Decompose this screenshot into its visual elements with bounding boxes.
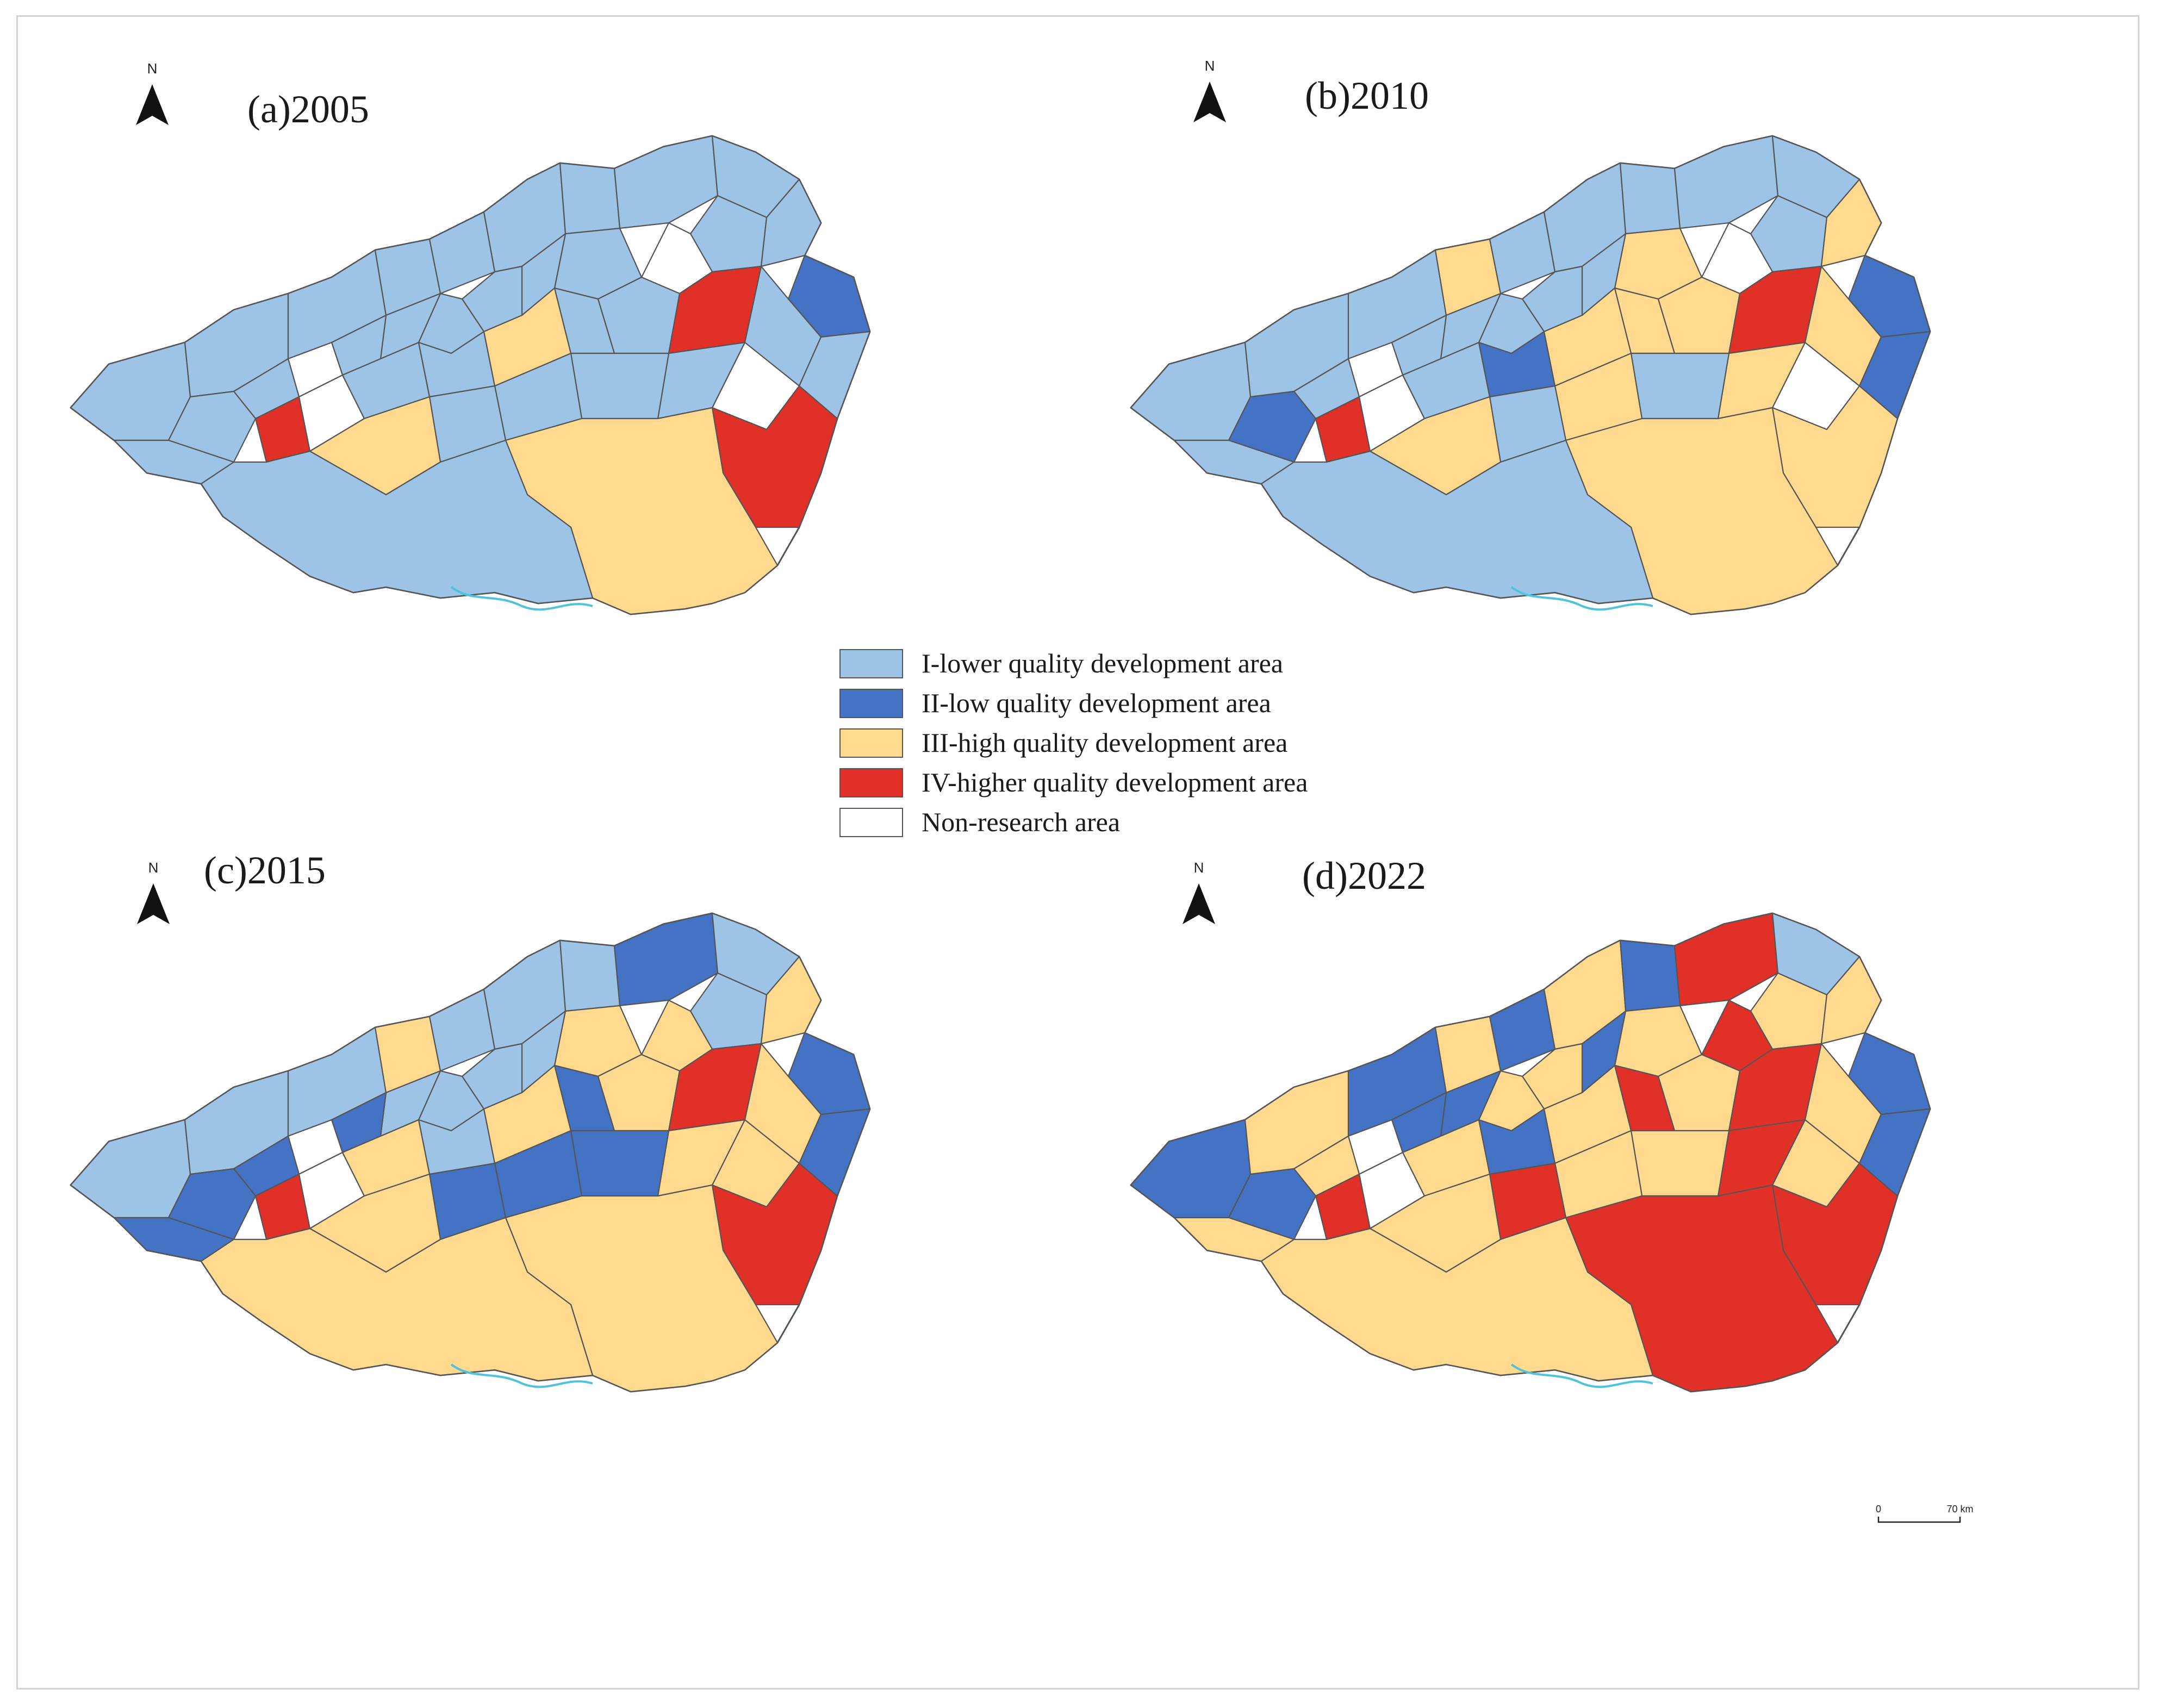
county-region-lower <box>559 162 621 235</box>
map-panel-a: N (a)2005 <box>70 60 871 615</box>
county-region-low <box>1619 939 1681 1012</box>
county-region-high <box>1820 956 1882 1045</box>
province-map <box>70 912 871 1393</box>
county-region-lower <box>570 352 670 420</box>
map-panel-b: N (b)2010 <box>1130 58 1931 615</box>
panel-title: (c)2015 <box>204 849 326 892</box>
county-region-low <box>570 1130 670 1197</box>
north-arrow: N <box>1183 859 1215 924</box>
legend-label: III-high quality development area <box>922 727 1287 758</box>
county-region-lower <box>760 178 822 267</box>
north-arrow-icon <box>137 883 170 924</box>
county-region-lower <box>798 331 871 420</box>
north-arrow-icon <box>136 84 169 125</box>
county-region-high <box>1820 178 1882 267</box>
county-region-high <box>1630 1130 1730 1197</box>
north-label: N <box>147 60 158 77</box>
legend-item: II-low quality development area <box>839 688 1271 718</box>
county-region-low <box>167 1168 257 1241</box>
legend-item: III-high quality development area <box>839 727 1287 758</box>
coastline <box>1510 586 1653 611</box>
scale-bar: 0 70 km <box>1876 1504 1974 1523</box>
county-region-low <box>1858 1108 1931 1197</box>
county-region-low <box>1130 1119 1252 1219</box>
legend-swatch <box>839 649 903 678</box>
north-label: N <box>1194 859 1204 876</box>
county-region-lower <box>70 341 191 441</box>
north-label: N <box>148 859 159 876</box>
county-region-low <box>1228 1168 1317 1241</box>
map-panel-c: N (c)2015 <box>70 849 871 1393</box>
county-region-high <box>200 1217 594 1382</box>
legend-item: Non-research area <box>839 807 1120 837</box>
legend: I-lower quality development area II-low … <box>839 648 1308 837</box>
county-region-lower <box>1130 341 1252 441</box>
province-map <box>70 135 871 615</box>
county-region-lower <box>167 390 257 463</box>
province-map <box>1130 135 1931 615</box>
legend-item: IV-higher quality development area <box>839 767 1308 797</box>
county-region-low <box>1228 390 1317 463</box>
panel-title: (d)2022 <box>1302 854 1426 897</box>
scale-start-label: 0 <box>1876 1504 1881 1514</box>
province-map <box>1130 912 1931 1393</box>
legend-swatch <box>839 808 903 837</box>
north-arrow: N <box>137 859 170 924</box>
scale-end-label: 70 km <box>1946 1504 1973 1514</box>
county-region-high <box>1260 1217 1654 1382</box>
north-label: N <box>1205 58 1215 74</box>
county-region-lower <box>559 939 621 1012</box>
county-region-high <box>760 956 822 1045</box>
county-region-lower <box>1630 352 1730 420</box>
legend-swatch <box>839 768 903 797</box>
county-region-low <box>1858 331 1931 420</box>
county-region-lower <box>1619 162 1681 235</box>
county-region-lower <box>1260 439 1654 604</box>
legend-label: IV-higher quality development area <box>922 767 1308 797</box>
coastline <box>450 1363 593 1388</box>
county-region-lower <box>70 1119 191 1219</box>
scale-bar-line <box>1877 1517 1961 1523</box>
legend-label: I-lower quality development area <box>922 648 1283 678</box>
county-region-lower <box>200 439 594 604</box>
legend-label: II-low quality development area <box>922 688 1271 718</box>
north-arrow: N <box>136 60 169 125</box>
panel-title: (a)2005 <box>247 88 369 131</box>
coastline <box>450 586 593 611</box>
legend-swatch <box>839 728 903 758</box>
north-arrow: N <box>1193 58 1226 122</box>
panel-title: (b)2010 <box>1305 74 1429 117</box>
county-region-low <box>798 1108 871 1197</box>
north-arrow-icon <box>1193 82 1226 122</box>
coastline <box>1510 1363 1653 1388</box>
map-panel-d: N (d)2022 0 70 km <box>1130 854 1974 1523</box>
legend-item: I-lower quality development area <box>839 648 1283 678</box>
north-arrow-icon <box>1183 883 1215 924</box>
legend-label: Non-research area <box>922 807 1120 837</box>
legend-swatch <box>839 689 903 718</box>
